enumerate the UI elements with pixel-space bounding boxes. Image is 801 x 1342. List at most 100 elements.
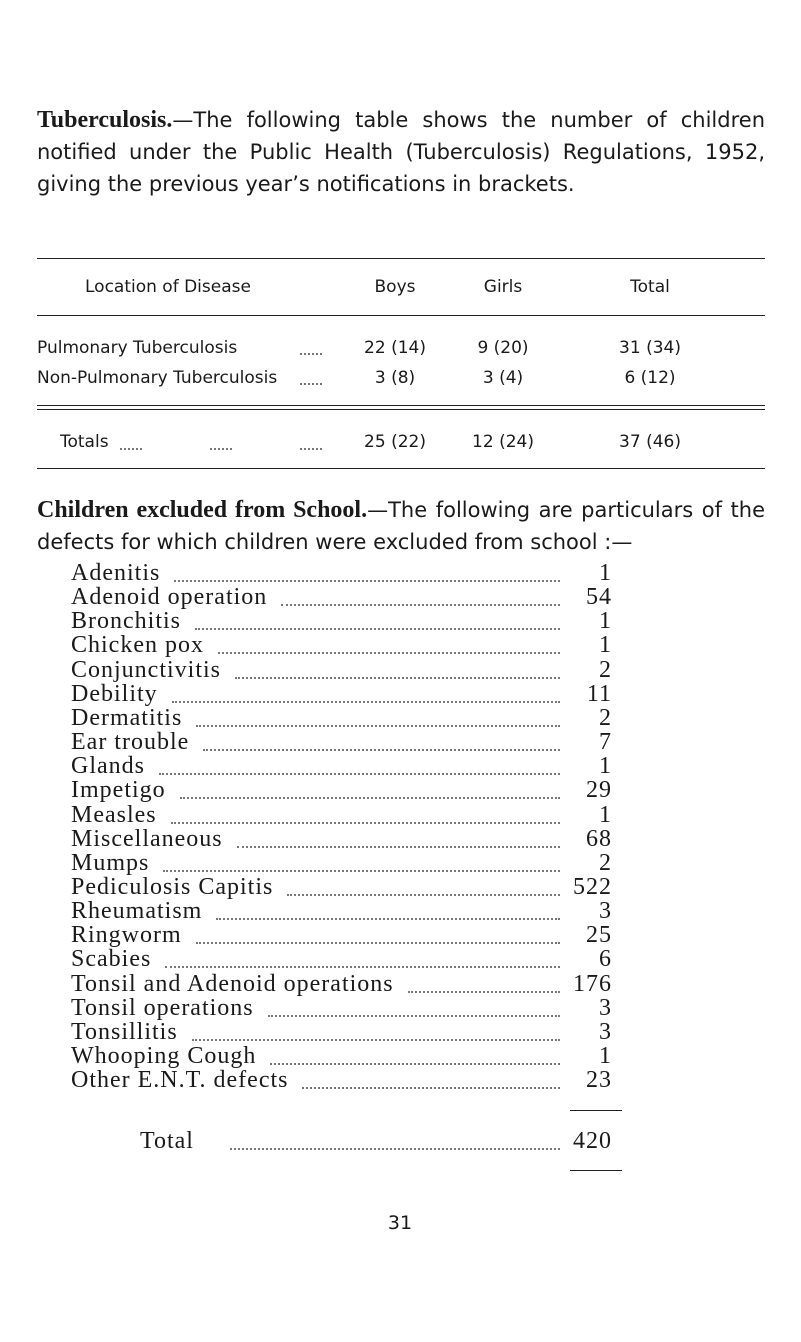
cell: 31 (34) — [619, 338, 681, 358]
leader — [236, 845, 560, 848]
item-label: Tonsil and Adenoid operations — [71, 970, 394, 997]
item-label: Ringworm — [71, 922, 182, 949]
cell: 9 (20) — [477, 338, 529, 358]
cell: 12 (24) — [472, 432, 534, 452]
item-label: Miscellaneous — [71, 825, 223, 852]
total-label: Total — [140, 1128, 194, 1154]
leader — [270, 1063, 560, 1065]
cell: 22 (14) — [364, 338, 426, 358]
heading: Tuberculosis. — [37, 107, 173, 133]
item-value: 1 — [599, 1043, 612, 1069]
leader — [230, 1148, 560, 1150]
item-value: 6 — [599, 946, 612, 973]
item-value: 7 — [599, 729, 612, 756]
item-label: Glands — [71, 753, 145, 780]
item-label: Ear trouble — [71, 729, 190, 756]
item-value: 3 — [599, 994, 612, 1021]
leader — [235, 676, 560, 679]
item-label: Scabies — [71, 946, 152, 973]
item-value: 11 — [586, 680, 612, 707]
leader — [216, 918, 560, 921]
heading: Children excluded from School. — [37, 497, 368, 523]
item-label: Chicken pox — [71, 632, 204, 659]
item-value: 1 — [599, 801, 612, 828]
item-label: Tonsillitis — [71, 1018, 178, 1045]
total-value: 420 — [573, 1128, 612, 1154]
leader — [191, 1038, 560, 1041]
cell: Non-Pulmonary Tuberculosis — [37, 368, 278, 388]
rule — [37, 468, 765, 469]
item-label: Rheumatism — [71, 898, 203, 925]
item-label: Measles — [71, 801, 157, 828]
leader — [174, 580, 560, 582]
item-label: Adenitis — [71, 560, 161, 586]
item-label: Whooping Cough — [71, 1043, 257, 1069]
rule — [37, 315, 765, 316]
cell: 3 (4) — [482, 368, 524, 388]
item-value: 1 — [599, 753, 612, 780]
leader — [171, 700, 560, 703]
leader — [287, 893, 560, 896]
cell: Pulmonary Tuberculosis — [37, 338, 238, 358]
item-value: 1 — [599, 608, 612, 635]
item-label: Mumps — [71, 849, 150, 876]
text: —The following table shows the number of… — [37, 108, 765, 196]
leader — [300, 383, 322, 385]
leader — [179, 797, 560, 800]
item-value: 176 — [573, 970, 612, 997]
item-value: 23 — [586, 1067, 612, 1094]
leader — [281, 604, 560, 607]
item-value: 1 — [599, 560, 612, 586]
page-number: 31 — [387, 1212, 413, 1234]
paragraph: Children excluded from School.—The follo… — [37, 494, 765, 558]
text: —The following are particulars of the de… — [37, 498, 765, 554]
leader — [300, 353, 322, 355]
leader — [210, 448, 232, 450]
item-value: 54 — [586, 584, 612, 611]
leader — [196, 724, 560, 727]
header-cell: Girls — [483, 277, 523, 297]
item-value: 3 — [599, 898, 612, 925]
item-value: 522 — [573, 873, 612, 900]
leader — [217, 652, 560, 655]
rule — [570, 1170, 622, 1171]
paragraph: Tuberculosis.—The following table shows … — [37, 104, 765, 200]
item-label: Impetigo — [71, 777, 166, 804]
item-value: 2 — [599, 849, 612, 876]
item-value: 68 — [586, 825, 612, 852]
rule — [37, 258, 765, 259]
leader — [195, 628, 560, 631]
leader — [302, 1087, 560, 1090]
leader — [120, 448, 142, 450]
item-label: Adenoid operation — [71, 584, 268, 611]
header-cell: Boys — [374, 277, 416, 297]
rule — [37, 409, 765, 410]
leader — [163, 869, 560, 872]
item-value: 2 — [599, 704, 612, 731]
item-label: Pediculosis Capitis — [71, 873, 274, 900]
leader — [267, 1014, 560, 1017]
item-value: 1 — [599, 632, 612, 659]
leader — [165, 966, 560, 969]
item-label: Debility — [71, 680, 158, 707]
item-value: 25 — [586, 922, 612, 949]
leader — [407, 990, 560, 993]
item-value: 3 — [599, 1018, 612, 1045]
item-label: Bronchitis — [71, 608, 181, 635]
cell: 37 (46) — [619, 432, 681, 452]
item-label: Conjunctivitis — [71, 656, 222, 683]
rule — [37, 405, 765, 406]
item-value: 29 — [586, 777, 612, 804]
leader — [159, 773, 560, 776]
header-cell: Total — [630, 277, 670, 297]
cell: 25 (22) — [364, 432, 426, 452]
cell: Totals — [60, 432, 109, 452]
leader — [195, 942, 560, 945]
rule — [570, 1110, 622, 1111]
leader — [170, 821, 560, 824]
cell: 3 (8) — [374, 368, 416, 388]
item-label: Tonsil operations — [71, 994, 254, 1021]
leader — [203, 749, 560, 752]
item-label: Other E.N.T. defects — [71, 1067, 289, 1094]
